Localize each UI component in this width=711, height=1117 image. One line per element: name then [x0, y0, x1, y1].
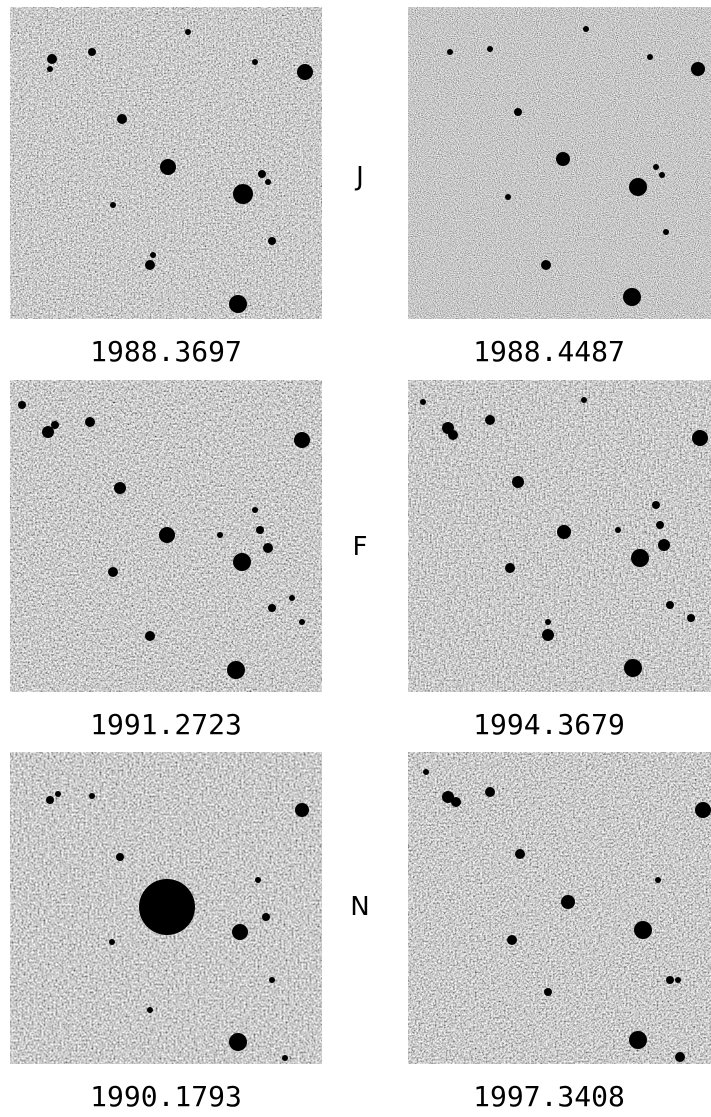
- epoch-label-j-left: 1988.3697: [90, 335, 242, 368]
- epoch-label-j-right: 1988.4487: [473, 335, 625, 368]
- plate-image-n-right: [408, 752, 711, 1064]
- plate-image-f-left: [10, 380, 322, 692]
- epoch-label-n-left: 1990.1793: [90, 1080, 242, 1113]
- plate-image-f-right: [408, 380, 711, 692]
- plate-image-n-left: [10, 752, 322, 1064]
- plate-image-j-left: [10, 7, 322, 319]
- band-label-j: J: [356, 162, 364, 192]
- epoch-label-f-left: 1991.2723: [90, 708, 242, 741]
- band-label-f: F: [352, 532, 368, 562]
- epoch-label-n-right: 1997.3408: [473, 1080, 625, 1113]
- epoch-label-f-right: 1994.3679: [473, 708, 625, 741]
- plate-image-j-right: [408, 7, 711, 319]
- band-label-n: N: [350, 892, 370, 922]
